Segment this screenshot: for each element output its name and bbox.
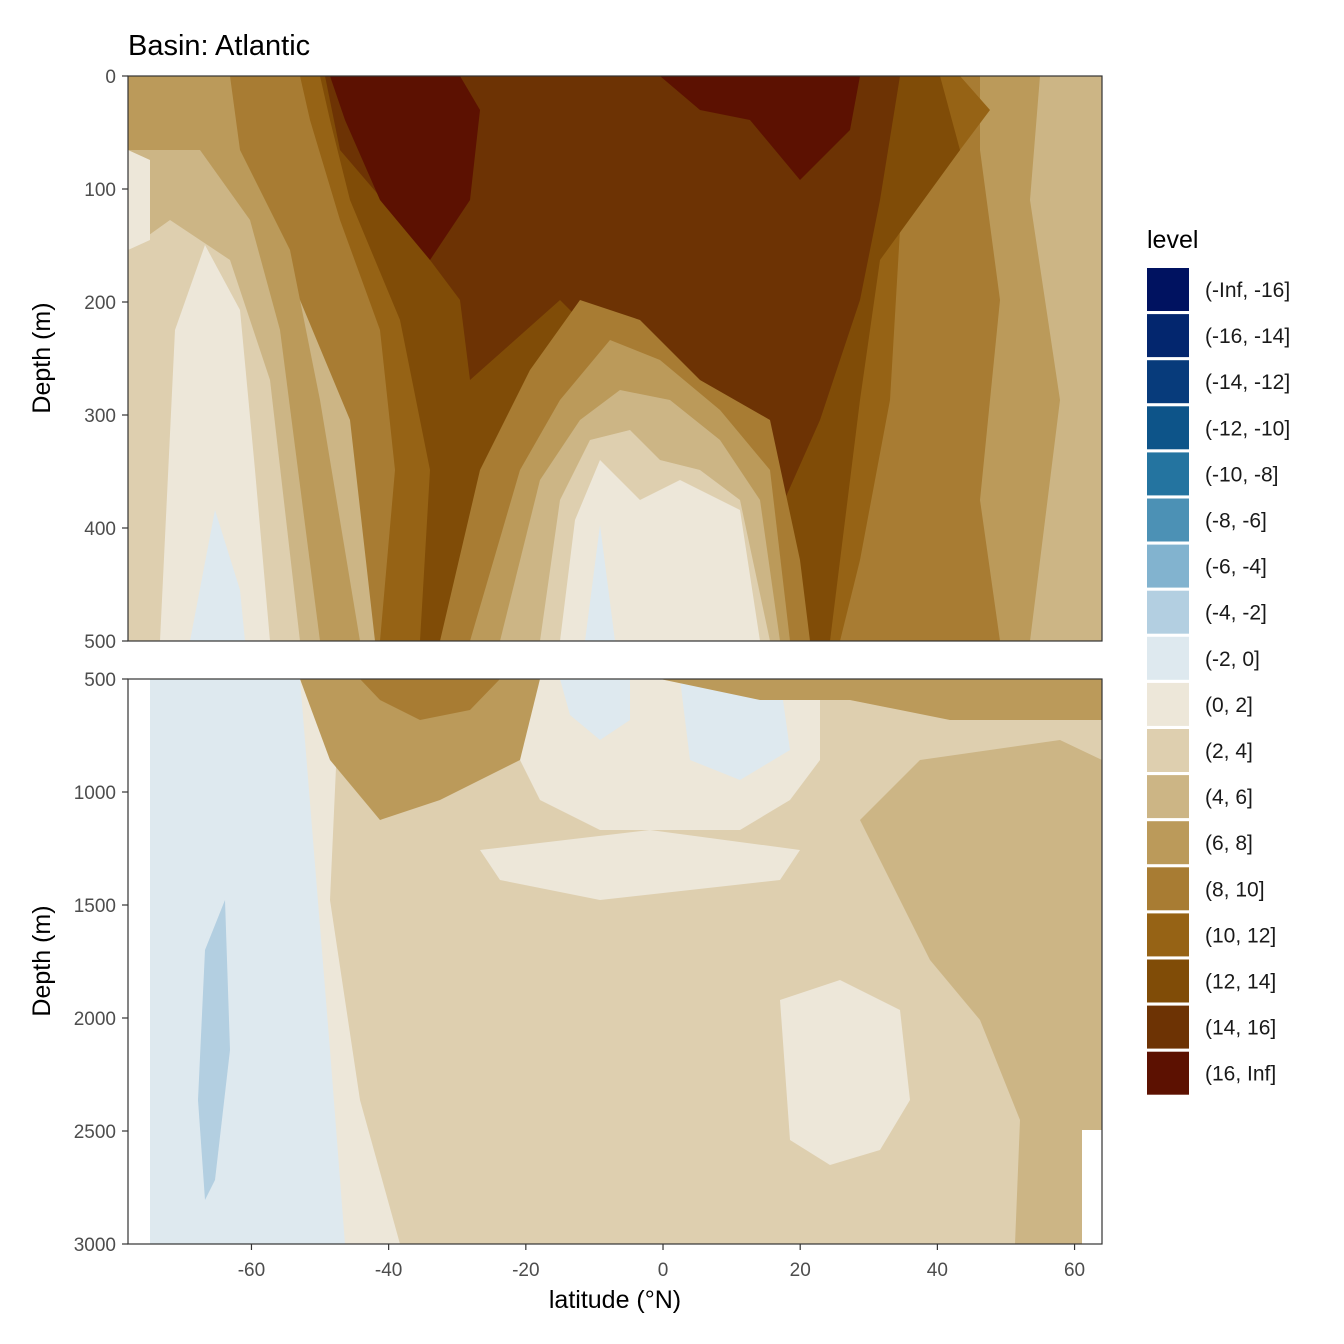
- legend-swatch-14: [1147, 913, 1189, 957]
- chart-title: Basin: Atlantic: [128, 30, 310, 62]
- upper-band-12: [560, 460, 760, 641]
- legend-label-8: (-2, 0]: [1205, 648, 1260, 671]
- legend-label-15: (12, 14]: [1205, 971, 1276, 994]
- x-tick-label-0: -60: [238, 1260, 265, 1281]
- y-tick-label-upper-2: 200: [84, 293, 116, 314]
- upper-band-7: [660, 76, 860, 180]
- legend-swatch-3: [1147, 406, 1189, 450]
- lower-band-1: [300, 679, 400, 1244]
- legend-label-3: (-12, -10]: [1205, 417, 1290, 440]
- y-axis-title-lower: Depth (m): [28, 905, 56, 1016]
- lower-band-10: [360, 679, 500, 720]
- legend-label-12: (6, 8]: [1205, 832, 1253, 855]
- lower-band-9: [660, 679, 1102, 720]
- legend-label-13: (8, 10]: [1205, 878, 1265, 901]
- lower-band-3: [480, 830, 800, 900]
- legend-label-11: (4, 6]: [1205, 786, 1253, 809]
- legend-swatch-0: [1147, 268, 1189, 311]
- x-tick-label-3: 0: [658, 1260, 669, 1281]
- upper-band-13: [585, 525, 615, 641]
- lower-band-11: [860, 740, 1102, 1244]
- x-tick-label-4: 20: [790, 1260, 811, 1281]
- legend-label-16: (14, 16]: [1205, 1017, 1276, 1040]
- lower-nodata-right: [1082, 1130, 1102, 1244]
- legend-label-1: (-16, -14]: [1205, 325, 1290, 348]
- legend-label-10: (2, 4]: [1205, 740, 1253, 763]
- y-tick-label-upper-0: 0: [105, 67, 116, 88]
- axis-ticks: -60 -40 -20 0 20 40 60 0 100 200 300 400 500 500 1000 1…: [74, 67, 1085, 1281]
- legend-label-7: (-4, -2]: [1205, 602, 1267, 625]
- x-tick-label-5: 40: [927, 1260, 948, 1281]
- x-tick-label-6: 60: [1064, 1260, 1085, 1281]
- lower-band-6: [560, 679, 630, 740]
- upper-band-17: [160, 245, 270, 641]
- y-tick-label-upper-5: 500: [84, 632, 116, 653]
- legend-swatch-15: [1147, 959, 1189, 1003]
- y-tick-label-lower-0: 500: [84, 670, 116, 691]
- legend-swatch-6: [1147, 544, 1189, 588]
- legend-swatch-9: [1147, 682, 1189, 726]
- y-tick-label-lower-5: 3000: [74, 1235, 116, 1256]
- legend-label-6: (-6, -4]: [1205, 556, 1267, 579]
- x-axis-title: latitude (°N): [549, 1286, 681, 1314]
- legend-swatch-16: [1147, 1005, 1189, 1049]
- legend-swatch-10: [1147, 729, 1189, 772]
- legend-label-2: (-14, -12]: [1205, 371, 1290, 394]
- legend-label-9: (0, 2]: [1205, 694, 1253, 717]
- y-tick-label-upper-4: 400: [84, 519, 116, 540]
- x-tick-label-1: -40: [375, 1260, 402, 1281]
- lower-band-8: [300, 679, 540, 820]
- legend-swatch-7: [1147, 590, 1189, 634]
- legend-swatch-8: [1147, 636, 1189, 680]
- legend-swatch-17: [1147, 1051, 1189, 1095]
- y-tick-label-upper-3: 300: [84, 406, 116, 427]
- legend-label-4: (-10, -8]: [1205, 463, 1279, 486]
- legend-swatch-13: [1147, 867, 1189, 911]
- y-tick-label-lower-2: 1500: [74, 896, 116, 917]
- y-axis-title-upper: Depth (m): [28, 302, 56, 413]
- y-tick-label-upper-1: 100: [84, 180, 116, 201]
- legend-label-14: (10, 12]: [1205, 924, 1276, 947]
- legend-swatch-1: [1147, 314, 1189, 358]
- x-tick-label-2: -20: [512, 1260, 539, 1281]
- upper-band-2: [1030, 76, 1102, 641]
- legend-swatch-11: [1147, 775, 1189, 819]
- panel-upper-border: [127, 75, 1103, 642]
- legend-title: level: [1147, 226, 1198, 254]
- upper-band-18: [190, 510, 245, 641]
- upper-band-6: [330, 76, 480, 260]
- legend-label-0: (-Inf, -16]: [1205, 279, 1290, 302]
- lower-nodata-left: [128, 679, 150, 1244]
- lower-band-7: [680, 679, 790, 780]
- legend-label-17: (16, Inf]: [1205, 1063, 1276, 1086]
- y-tick-label-lower-4: 2500: [74, 1122, 116, 1143]
- legend-swatch-2: [1147, 360, 1189, 404]
- y-tick-label-lower-1: 1000: [74, 783, 116, 804]
- legend-swatch-5: [1147, 498, 1189, 542]
- lower-band-4: [780, 980, 910, 1165]
- upper-band-19: [128, 150, 150, 250]
- legend-swatch-12: [1147, 821, 1189, 865]
- panel-lower-border: [127, 678, 1103, 1245]
- legend-swatch-4: [1147, 452, 1189, 496]
- y-tick-label-lower-3: 2000: [74, 1009, 116, 1030]
- panel-upper: [128, 76, 1102, 641]
- legend: (-Inf, -16] (-16, -14] (-14, -12] (-12, -10…: [1147, 268, 1290, 1095]
- legend-label-5: (-8, -6]: [1205, 510, 1267, 533]
- lower-band-2: [198, 900, 230, 1200]
- panel-lower: [128, 679, 1102, 1244]
